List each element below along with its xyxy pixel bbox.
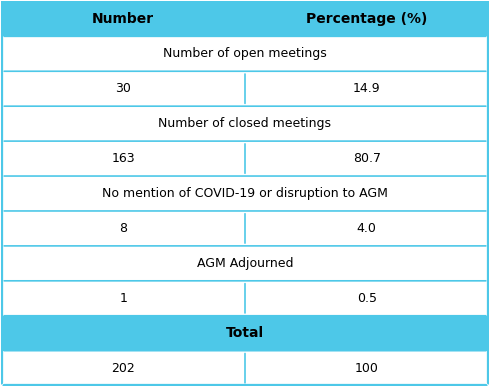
Text: 1: 1 (119, 292, 127, 305)
Text: No mention of COVID-19 or disruption to AGM: No mention of COVID-19 or disruption to … (102, 187, 388, 200)
Text: 163: 163 (111, 152, 135, 165)
Text: Number of closed meetings: Number of closed meetings (158, 117, 332, 130)
Text: 0.5: 0.5 (357, 292, 377, 305)
Bar (1, 106, 489, 141)
Bar (1, 176, 489, 211)
Text: AGM Adjourned: AGM Adjourned (197, 257, 293, 270)
Bar (1, 141, 489, 176)
Bar (1, 211, 489, 246)
Bar (1, 281, 489, 316)
Text: 80.7: 80.7 (353, 152, 381, 165)
Bar (1, 71, 489, 106)
Text: 100: 100 (355, 361, 379, 375)
Bar (1, 2, 489, 36)
Text: 8: 8 (119, 222, 127, 235)
Text: Percentage (%): Percentage (%) (306, 12, 427, 26)
Bar (1, 316, 489, 351)
Text: 30: 30 (115, 82, 131, 95)
Text: 202: 202 (111, 361, 135, 375)
Text: Number of open meetings: Number of open meetings (163, 47, 327, 60)
Text: Total: Total (226, 326, 264, 340)
Text: 4.0: 4.0 (357, 222, 377, 235)
Bar (1, 246, 489, 281)
Text: Number: Number (92, 12, 154, 26)
Bar (1, 351, 489, 385)
Text: 14.9: 14.9 (353, 82, 381, 95)
Bar (1, 36, 489, 71)
